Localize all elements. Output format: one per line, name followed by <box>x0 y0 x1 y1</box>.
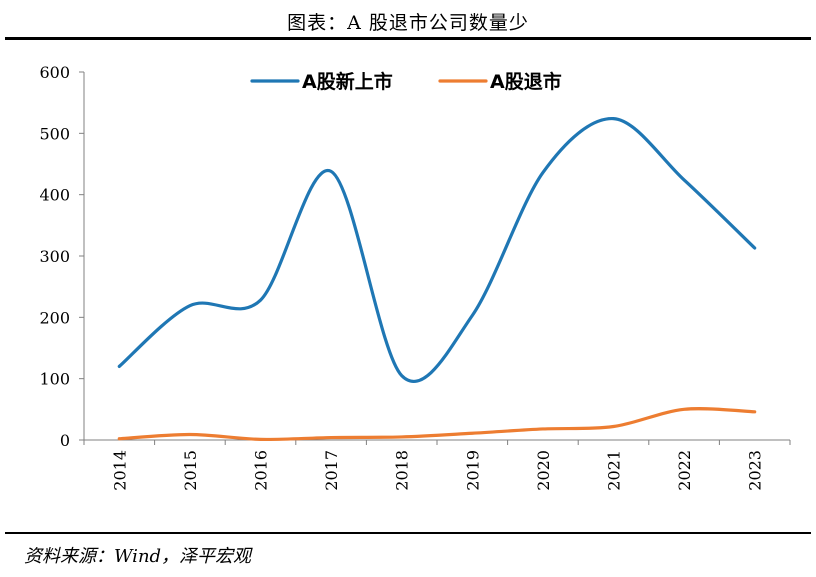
line-chart: 0 100 200 300 400 500 600 2014 2015 2016 2017 2018 2… <box>39 63 791 491</box>
y-tick-label: 400 <box>39 186 70 205</box>
axes: 0 100 200 300 400 500 600 2014 2015 2016 2017 2018 2… <box>39 63 791 491</box>
chart-title: 图表：A 股退市公司数量少 <box>287 12 529 34</box>
x-tick-label: 2022 <box>675 450 694 491</box>
x-tick-label: 2019 <box>463 450 482 491</box>
y-tick-label: 500 <box>39 124 70 143</box>
x-tick-label: 2017 <box>322 450 341 491</box>
x-tick-label: 2014 <box>110 450 129 491</box>
series-layer <box>117 117 757 442</box>
x-tick-label: 2023 <box>746 450 765 491</box>
y-tick-label: 300 <box>39 247 70 266</box>
legend-label-0: A股新上市 <box>302 70 393 93</box>
x-tick-label: 2015 <box>181 450 200 491</box>
legend-label-1: A股退市 <box>490 70 562 93</box>
y-tick-label: 100 <box>39 370 70 389</box>
source-note: 资料来源：Wind，泽平宏观 <box>24 546 252 567</box>
series-line-0 <box>117 117 757 383</box>
y-tick-label: 200 <box>39 308 70 327</box>
legend: A股新上市 A股退市 <box>250 70 562 93</box>
series-line-1 <box>117 407 757 442</box>
y-tick-label: 600 <box>39 63 70 82</box>
x-tick-label: 2020 <box>534 450 553 491</box>
x-tick-label: 2016 <box>252 450 271 491</box>
y-tick-label: 0 <box>60 431 70 450</box>
x-tick-label: 2018 <box>393 450 412 491</box>
bottom-rule <box>5 532 811 534</box>
top-rule <box>5 37 811 40</box>
x-tick-label: 2021 <box>605 450 624 491</box>
